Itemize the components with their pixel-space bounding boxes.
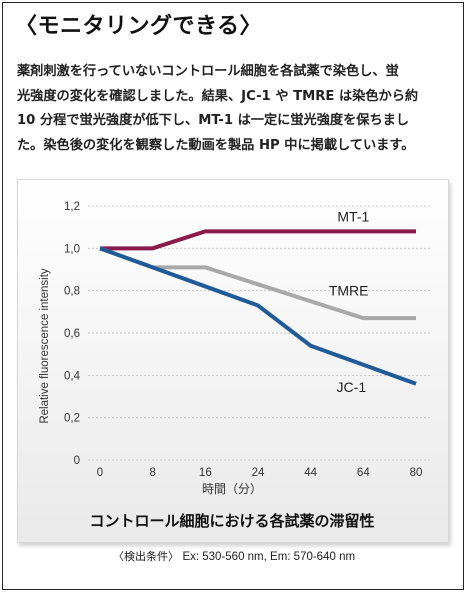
y-axis-label: Relative fluorescence intensity — [39, 268, 51, 424]
y-tick-label: 0,2 — [64, 413, 80, 425]
section-heading: 〈モニタリングできる〉 — [15, 14, 263, 39]
line-chart: 0 0,2 0,4 0,6 0,8 1,0 1,2 0 8 16 24 44 64 80 MT-1 TMR… — [39, 201, 430, 530]
x-tick-label: 24 — [252, 467, 265, 479]
x-tick-label: 80 — [410, 467, 423, 479]
series-line-jc-1 — [99, 246, 417, 386]
x-tick-label: 0 — [97, 467, 103, 479]
series-label: MT-1 — [337, 208, 369, 224]
y-tick-labels: 0 0,2 0,4 0,6 0,8 1,0 1,2 — [64, 201, 81, 467]
y-tick-label: 1,0 — [64, 243, 80, 255]
x-tick-labels: 0 8 16 24 44 64 80 — [97, 467, 423, 479]
series-label: TMRE — [329, 282, 369, 298]
detection-conditions: 〈検出条件〉 Ex: 530-560 nm, Em: 570-640 nm — [0, 548, 468, 564]
paragraph-line: 光強度の変化を確認しました。結果、JC-1 や TMRE は染色から約 — [17, 88, 419, 104]
y-tick-label: 1,2 — [64, 201, 80, 213]
x-tick-label: 8 — [149, 467, 155, 479]
grid-layer — [88, 205, 430, 461]
x-axis-label: 時間（分） — [202, 482, 262, 496]
x-tick-label: 16 — [199, 467, 212, 479]
series-label: JC-1 — [337, 379, 367, 395]
y-tick-label: 0 — [74, 455, 80, 467]
condition-values: Ex: 530-560 nm, Em: 570-640 nm — [182, 551, 356, 563]
paragraph-line: 10 分程で蛍光強度が低下し、MT-1 は一定に蛍光強度を保ちまし — [17, 113, 410, 128]
paragraph-line: 薬剤刺激を行っていないコントロール細胞を各試薬で染色し、蛍 — [17, 64, 399, 79]
y-tick-label: 0,8 — [64, 286, 80, 298]
chart-panel: 0 0,2 0,4 0,6 0,8 1,0 1,2 0 8 16 24 44 64 80 MT-1 TMR… — [17, 179, 449, 543]
y-tick-label: 0,6 — [64, 328, 80, 340]
x-tick-label: 44 — [304, 467, 317, 479]
x-tick-label: 64 — [357, 467, 370, 479]
description-paragraph: 薬剤刺激を行っていないコントロール細胞を各試薬で染色し、蛍 光強度の変化を確認し… — [17, 60, 449, 158]
series-layer — [99, 229, 417, 386]
series-line-mt-1 — [100, 229, 416, 251]
condition-label: 〈検出条件〉 — [112, 550, 179, 563]
chart-title: コントロール細胞における各試薬の滞留性 — [89, 512, 374, 530]
series-labels: MT-1 TMRE JC-1 — [329, 208, 370, 394]
y-tick-label: 0,4 — [64, 370, 81, 382]
paragraph-line: た。染色後の変化を観察した動画を製品 HP 中に掲載しています。 — [17, 137, 415, 153]
